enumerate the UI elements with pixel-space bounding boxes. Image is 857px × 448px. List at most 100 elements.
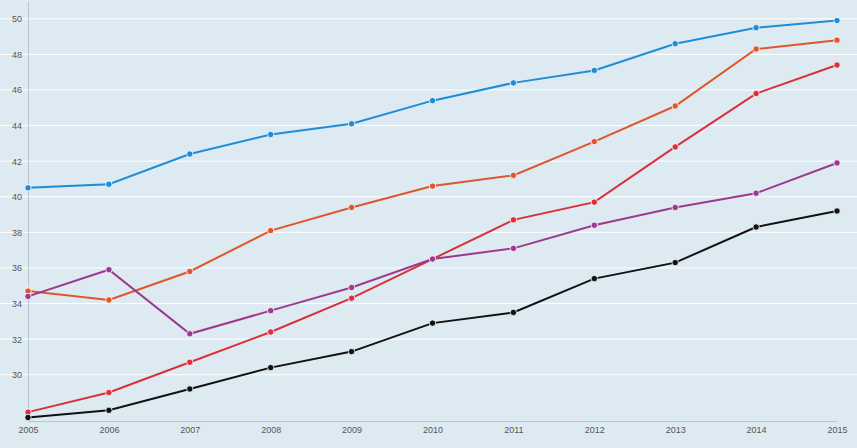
y-tick: 44	[12, 121, 28, 131]
series-line	[28, 163, 837, 334]
series-marker	[348, 204, 354, 210]
grid-line	[0, 54, 857, 55]
y-tick-label: 48	[12, 50, 22, 60]
series-marker	[106, 181, 112, 187]
series-marker	[429, 256, 435, 262]
series-marker	[348, 284, 354, 290]
series-marker	[187, 359, 193, 365]
x-tick: 2012	[585, 421, 605, 435]
series-marker	[510, 245, 516, 251]
series-marker	[187, 386, 193, 392]
x-tick: 2008	[261, 421, 281, 435]
series-marker	[106, 407, 112, 413]
x-tick: 2006	[99, 421, 119, 435]
series-line	[28, 40, 837, 300]
series-marker	[429, 320, 435, 326]
series-marker	[753, 46, 759, 52]
x-tick: 2005	[18, 421, 38, 435]
series-marker	[25, 293, 31, 299]
grid-line	[0, 89, 857, 90]
series-marker	[187, 268, 193, 274]
grid-line	[0, 232, 857, 233]
series-line	[28, 21, 837, 188]
series-marker	[510, 217, 516, 223]
y-tick: 30	[12, 370, 28, 380]
series-marker	[187, 151, 193, 157]
y-tick: 36	[12, 263, 28, 273]
series-marker	[834, 62, 840, 68]
y-tick-label: 42	[12, 157, 22, 167]
y-tick-label: 36	[12, 263, 22, 273]
series-marker	[510, 80, 516, 86]
y-tick: 40	[12, 192, 28, 202]
grid-line	[0, 303, 857, 304]
chart: 3032343638404244464850200520062007200820…	[0, 0, 857, 448]
grid-line	[0, 267, 857, 268]
x-tick: 2013	[666, 421, 686, 435]
series-marker	[591, 199, 597, 205]
x-tick-label: 2014	[747, 425, 767, 435]
x-tick-label: 2005	[18, 425, 38, 435]
series-marker	[348, 295, 354, 301]
series-marker	[429, 256, 435, 262]
series-marker	[753, 190, 759, 196]
x-tick-label: 2013	[666, 425, 686, 435]
series-marker	[753, 24, 759, 30]
series-marker	[348, 348, 354, 354]
x-tick: 2010	[423, 421, 443, 435]
x-tick-label: 2011	[504, 425, 523, 435]
y-tick: 50	[12, 14, 28, 24]
grid-line	[0, 125, 857, 126]
y-tick: 38	[12, 228, 28, 238]
series-marker	[834, 208, 840, 214]
x-axis-line	[29, 421, 838, 422]
series-marker	[753, 90, 759, 96]
series-line	[28, 211, 837, 417]
series-marker	[753, 224, 759, 230]
series-marker	[25, 414, 31, 420]
series-marker	[510, 172, 516, 178]
y-tick-label: 32	[12, 335, 22, 345]
series-marker	[672, 204, 678, 210]
x-tick: 2009	[342, 421, 362, 435]
series-marker	[106, 297, 112, 303]
series-marker	[106, 267, 112, 273]
grid-line	[0, 374, 857, 375]
grid	[0, 19, 857, 375]
y-tick: 34	[12, 299, 28, 309]
x-axis: 2005 2006 2007 2008 2009 2010 2011 2012 2013 2014…	[18, 421, 847, 435]
x-tick-label: 2007	[180, 425, 200, 435]
y-tick: 32	[12, 335, 28, 345]
series-marker	[106, 389, 112, 395]
series-marker	[268, 307, 274, 313]
y-tick-label: 40	[12, 192, 22, 202]
x-tick: 2011	[504, 421, 523, 435]
y-tick: 48	[12, 50, 28, 60]
y-axis: 3032343638404244464850	[12, 2, 29, 422]
x-tick: 2014	[747, 421, 767, 435]
series-marker	[510, 309, 516, 315]
series-marker	[834, 17, 840, 23]
series-marker	[268, 131, 274, 137]
x-tick: 2015	[827, 421, 847, 435]
grid-line	[0, 18, 857, 19]
series-marker	[672, 103, 678, 109]
series-marker	[834, 160, 840, 166]
y-tick: 42	[12, 157, 28, 167]
x-tick: 2007	[180, 421, 200, 435]
x-tick-label: 2015	[827, 425, 847, 435]
series-marker	[672, 259, 678, 265]
series-marker	[268, 364, 274, 370]
series-marker	[672, 144, 678, 150]
grid-line	[0, 339, 857, 340]
series-marker	[25, 185, 31, 191]
y-tick-label: 34	[12, 299, 22, 309]
series-marker	[268, 329, 274, 335]
background	[0, 0, 857, 448]
y-tick-label: 44	[12, 121, 22, 131]
series-marker	[834, 37, 840, 43]
series-marker	[591, 67, 597, 73]
series-marker	[348, 121, 354, 127]
y-tick-label: 50	[12, 14, 22, 24]
series-line	[28, 65, 837, 412]
